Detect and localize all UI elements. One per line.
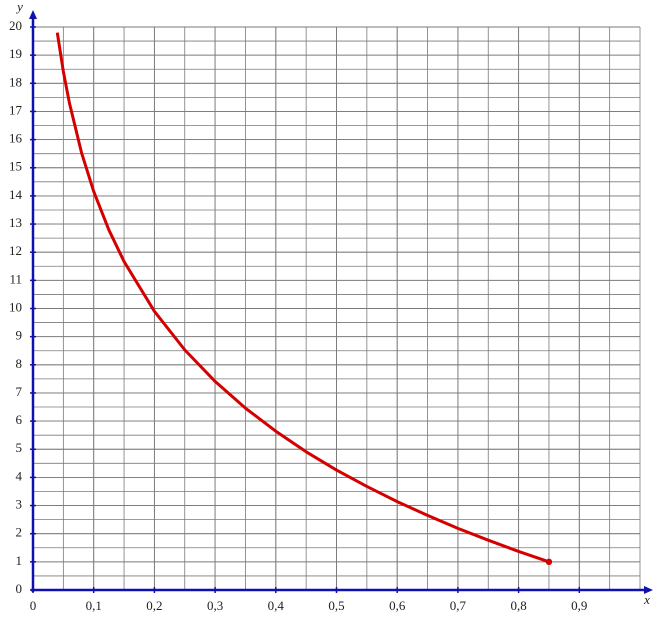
y-tick-label: 7 [16,384,23,399]
y-tick-label: 6 [16,412,23,427]
end-point [545,558,553,566]
y-tick-label: 20 [9,18,22,33]
y-tick-label: 12 [9,243,22,258]
x-axis-label: x [643,592,650,607]
y-tick-label: 5 [16,440,23,455]
y-tick-label: 8 [16,356,23,371]
y-tick-label: 13 [9,215,22,230]
y-tick-label: 10 [9,299,22,314]
y-tick-label: 11 [9,271,22,286]
x-axis-arrow [644,586,653,594]
x-tick-label: 0,4 [268,598,285,613]
x-tick-label: 0,1 [86,598,102,613]
x-tick-label: 0,9 [571,598,587,613]
y-tick-label: 0 [16,581,23,596]
y-axis-label: y [15,0,23,14]
x-tick-label: 0,5 [328,598,344,613]
y-tick-label: 14 [9,187,23,202]
y-axis-arrow [29,10,37,19]
y-tick-label: 16 [9,131,23,146]
x-tick-label: 0,2 [146,598,162,613]
y-tick-label: 3 [16,497,23,512]
x-tick-label: 0,7 [450,598,467,613]
y-tick-label: 4 [16,468,23,483]
curve [55,32,550,564]
x-tick-label: 0,6 [389,598,406,613]
x-tick-label: 0,3 [207,598,223,613]
y-tick-label: 2 [16,525,23,540]
grid [32,26,641,591]
y-tick-label: 19 [9,46,22,61]
y-tick-label: 1 [16,553,23,568]
y-tick-label: 15 [9,159,22,174]
y-tick-label: 17 [9,102,23,117]
plot: 0 0,1 0,2 0,3 0,4 0,5 0,6 0,7 0,8 0,9012345678910… [9,0,653,613]
x-tick-label: 0 [30,598,37,613]
y-tick-label: 9 [16,328,23,343]
x-tick-label: 0,8 [510,598,526,613]
y-tick-label: 18 [9,74,22,89]
